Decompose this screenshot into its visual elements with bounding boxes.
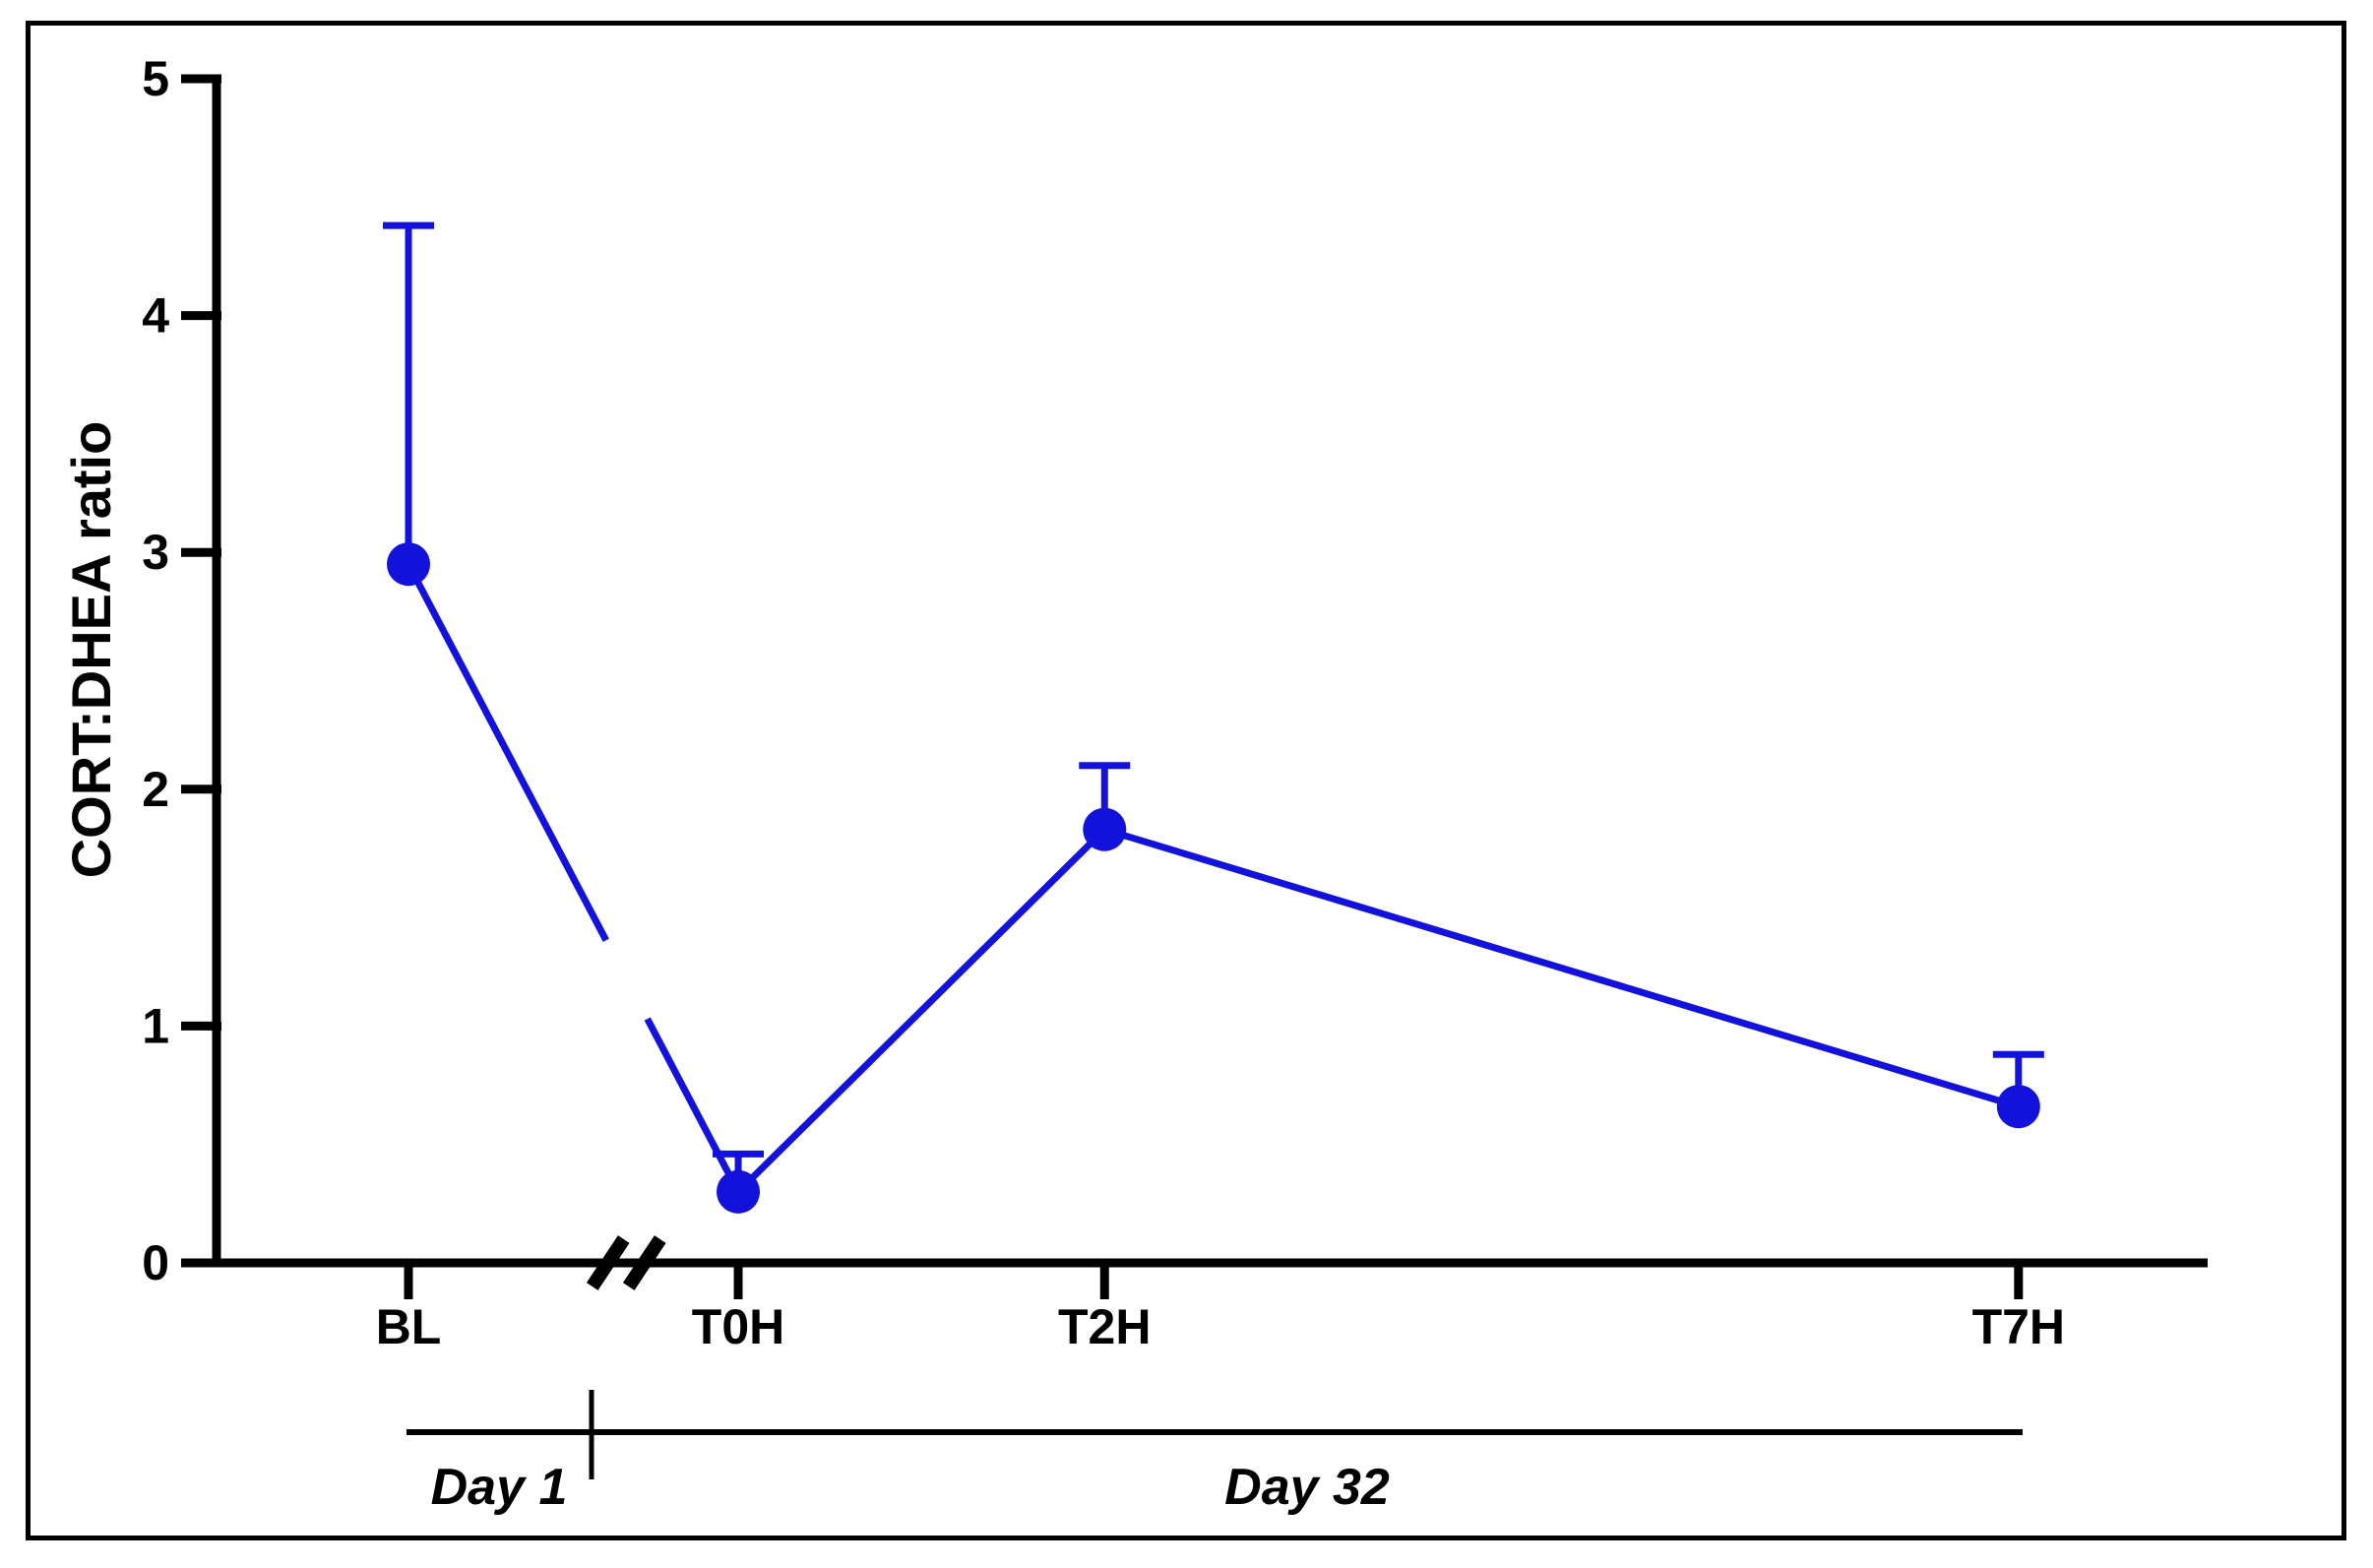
y-tick-label-2: 2 <box>142 762 169 817</box>
series-line-segment-1 <box>735 827 1107 1195</box>
y-tick-label-5: 5 <box>142 51 169 106</box>
axis-break-slash-1 <box>586 1235 630 1290</box>
series-line <box>405 562 2020 1195</box>
x-axis-ticks: BL T0H T2H T7H <box>376 1263 2065 1354</box>
data-point-T7H <box>1996 1085 2040 1129</box>
axis-break-slash-2 <box>622 1235 666 1290</box>
data-point-T0H <box>717 1169 761 1214</box>
y-tick-label-1: 1 <box>142 998 169 1053</box>
data-point-BL <box>387 542 431 587</box>
period-label-day1: Day 1 <box>431 1459 568 1516</box>
x-tick-label-T0H: T0H <box>692 1299 784 1354</box>
x-axis-break <box>586 1235 666 1290</box>
y-tick-label-0: 0 <box>142 1235 169 1290</box>
figure-frame <box>26 21 2346 1540</box>
data-points <box>387 542 2040 1214</box>
data-point-T2H <box>1083 807 1127 851</box>
series-line-segment-2 <box>1103 826 2020 1110</box>
x-tick-label-BL: BL <box>376 1299 442 1354</box>
period-label-day32: Day 32 <box>1224 1459 1390 1516</box>
series-line-segment-0a <box>405 562 609 942</box>
x-tick-label-T7H: T7H <box>1972 1299 2065 1354</box>
y-tick-label-3: 3 <box>142 525 169 580</box>
series-line-segment-0b <box>644 1017 742 1194</box>
y-axis-title: CORT:DHEA ratio <box>60 421 122 879</box>
x-tick-label-T2H: T2H <box>1058 1299 1151 1354</box>
y-axis-ticks: 0 1 2 3 4 5 <box>142 51 221 1290</box>
y-tick-label-4: 4 <box>142 288 169 344</box>
